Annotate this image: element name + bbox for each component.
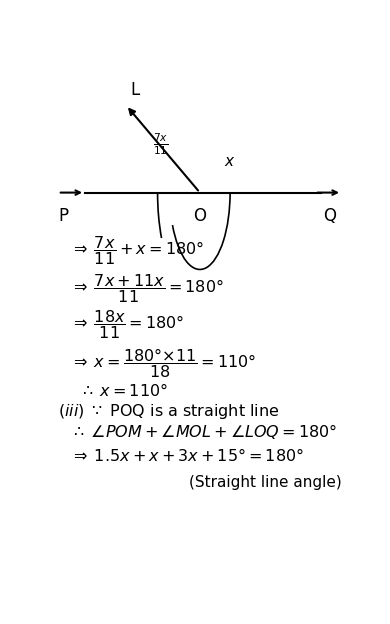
Text: $(iii)\;\because$ POQ is a straight line: $(iii)\;\because$ POQ is a straight line bbox=[58, 402, 279, 421]
Text: $x$: $x$ bbox=[224, 154, 236, 169]
Text: $\Rightarrow\;\dfrac{18x}{11} = 180°$: $\Rightarrow\;\dfrac{18x}{11} = 180°$ bbox=[70, 308, 184, 341]
Text: $\Rightarrow\;1.5x + x + 3x + 15° = 180°$: $\Rightarrow\;1.5x + x + 3x + 15° = 180°… bbox=[70, 447, 304, 464]
Text: $\Rightarrow\;x = \dfrac{180°{\times}11}{18} = 110°$: $\Rightarrow\;x = \dfrac{180°{\times}11}… bbox=[70, 346, 256, 380]
Text: $\Rightarrow\;\dfrac{7x+11x}{11} = 180°$: $\Rightarrow\;\dfrac{7x+11x}{11} = 180°$ bbox=[70, 272, 224, 305]
Text: $\frac{7x}{11}$: $\frac{7x}{11}$ bbox=[153, 132, 168, 157]
Text: L: L bbox=[131, 81, 140, 99]
Text: P: P bbox=[59, 207, 69, 225]
Text: $\therefore\;\angle POM + \angle MOL + \angle LOQ = 180°$: $\therefore\;\angle POM + \angle MOL + \… bbox=[70, 422, 337, 441]
Text: $\therefore\;x = 110°$: $\therefore\;x = 110°$ bbox=[79, 382, 168, 399]
Text: $\Rightarrow\;\dfrac{7x}{11} + x = 180°$: $\Rightarrow\;\dfrac{7x}{11} + x = 180°$ bbox=[70, 234, 204, 266]
Text: Q: Q bbox=[323, 207, 336, 225]
Text: O: O bbox=[193, 207, 206, 225]
Text: (Straight line angle): (Straight line angle) bbox=[189, 475, 342, 490]
